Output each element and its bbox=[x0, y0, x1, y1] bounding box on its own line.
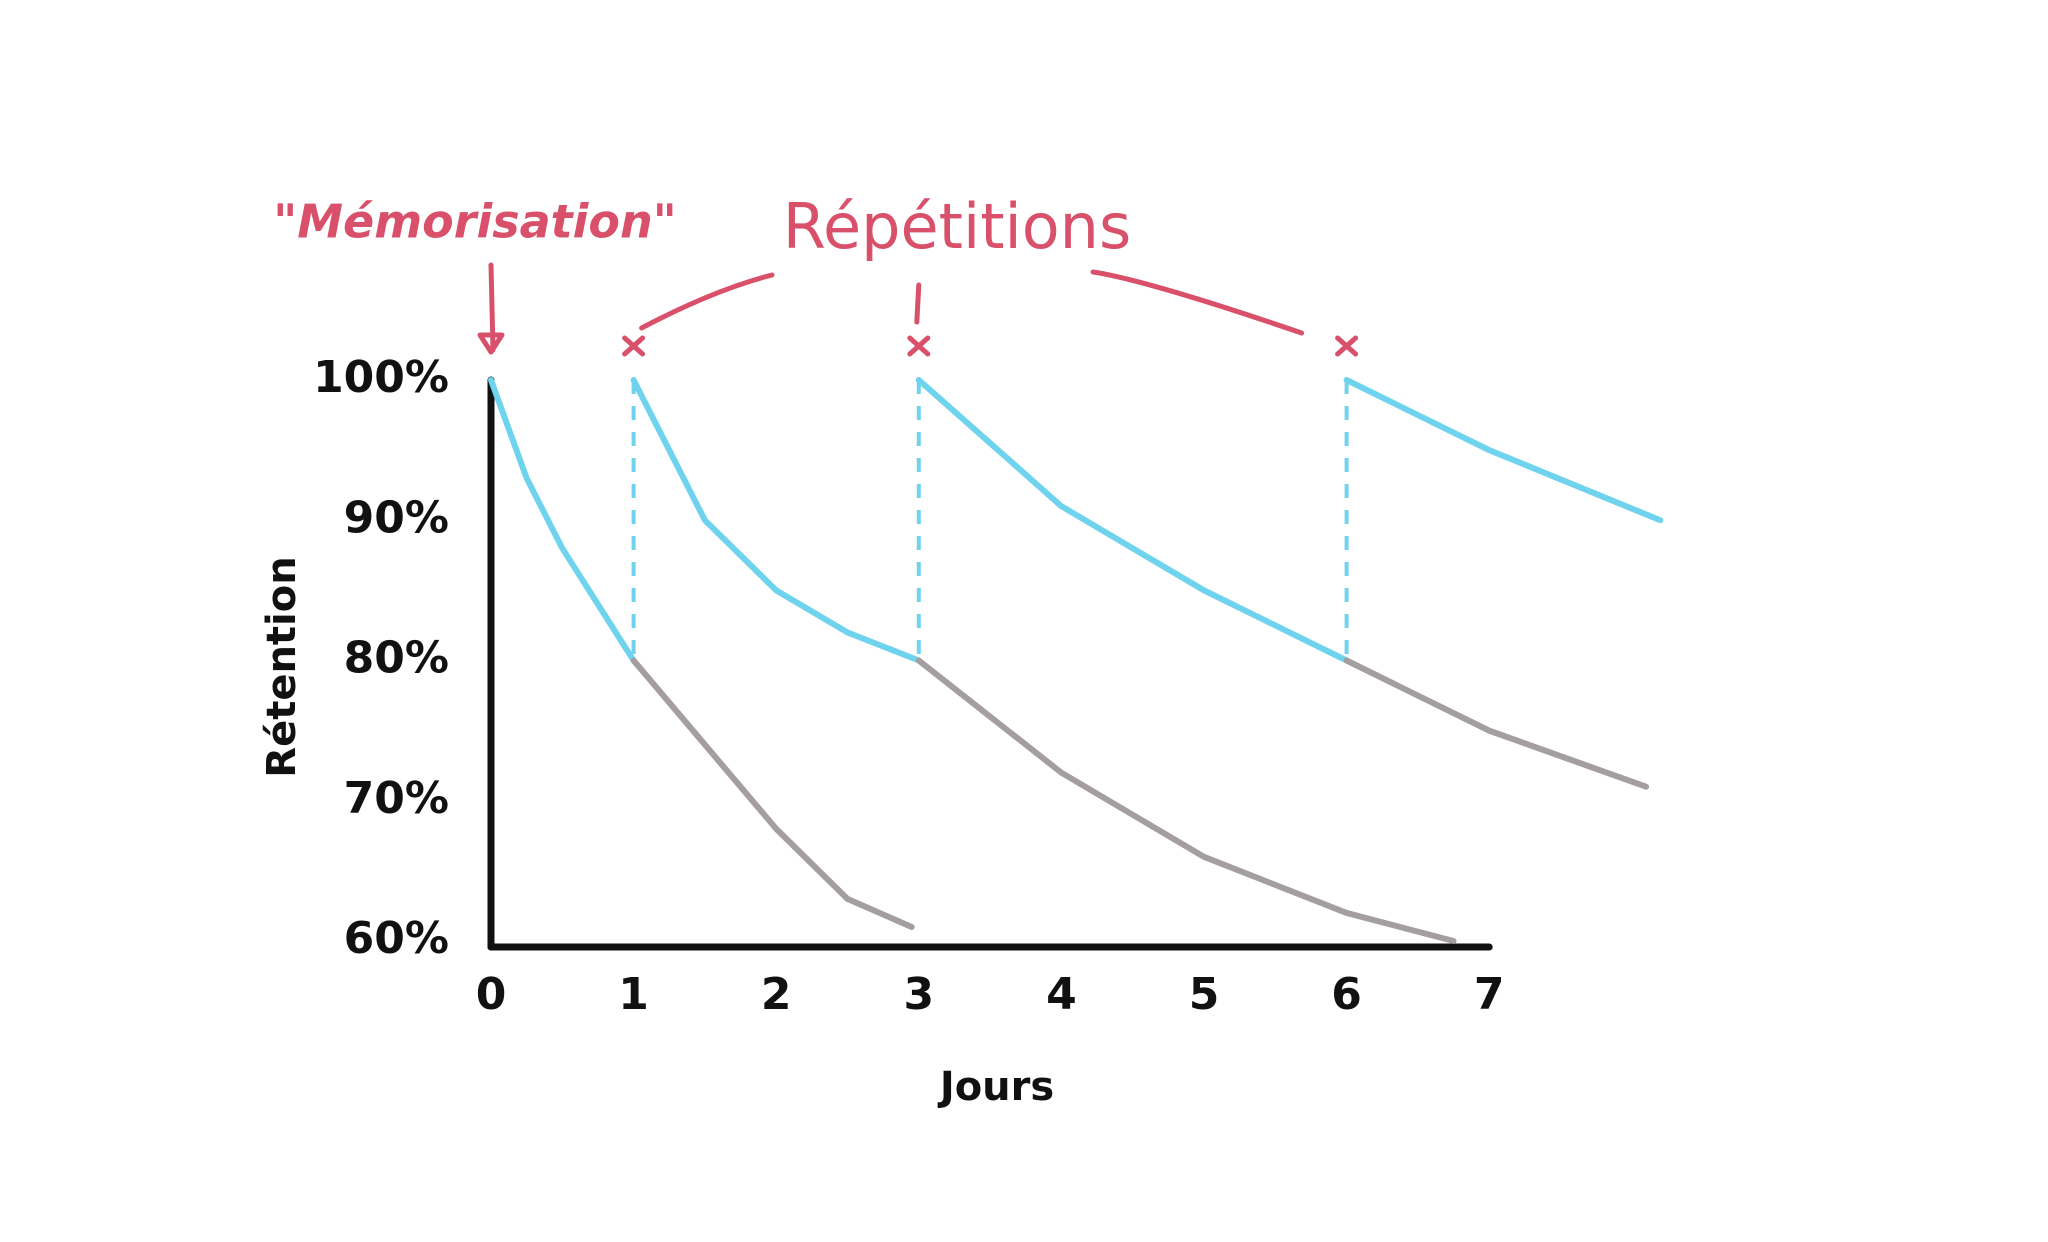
y-tick-label: 70% bbox=[344, 773, 449, 824]
y-tick-label: 60% bbox=[344, 913, 449, 964]
x-axis-label: Jours bbox=[937, 1064, 1054, 1110]
retention-curve bbox=[915, 377, 1350, 664]
retention-curve bbox=[488, 377, 637, 664]
x-tick-label: 7 bbox=[1474, 969, 1505, 1020]
x-tick-label: 4 bbox=[1046, 969, 1077, 1020]
y-tick-label: 100% bbox=[313, 352, 449, 403]
y-tick-label: 80% bbox=[344, 633, 449, 684]
x-tick-label: 1 bbox=[618, 969, 649, 1020]
repetition-cross bbox=[907, 335, 931, 357]
retention-curve bbox=[1343, 377, 1664, 524]
y-axis-label: Rétention bbox=[259, 556, 305, 777]
connector bbox=[914, 282, 922, 325]
retention-curve bbox=[630, 377, 922, 664]
retention-curve bbox=[1343, 657, 1650, 790]
x-tick-label: 2 bbox=[761, 969, 792, 1020]
repetition-cross bbox=[1335, 335, 1359, 357]
x-tick-label: 0 bbox=[476, 969, 507, 1020]
connector bbox=[639, 272, 775, 331]
repetition-cross bbox=[622, 335, 646, 357]
y-tick-label: 90% bbox=[344, 492, 449, 543]
retention-curve bbox=[915, 657, 1457, 944]
connector bbox=[1090, 269, 1305, 336]
retention-curve bbox=[630, 657, 915, 930]
x-tick-label: 6 bbox=[1331, 969, 1362, 1020]
x-tick-label: 5 bbox=[1189, 969, 1220, 1020]
repetitions-label: Répétitions bbox=[783, 190, 1132, 263]
memorisation-arrow bbox=[477, 262, 505, 355]
x-tick-label: 3 bbox=[903, 969, 934, 1020]
memorisation-label: "Mémorisation" bbox=[273, 195, 676, 249]
